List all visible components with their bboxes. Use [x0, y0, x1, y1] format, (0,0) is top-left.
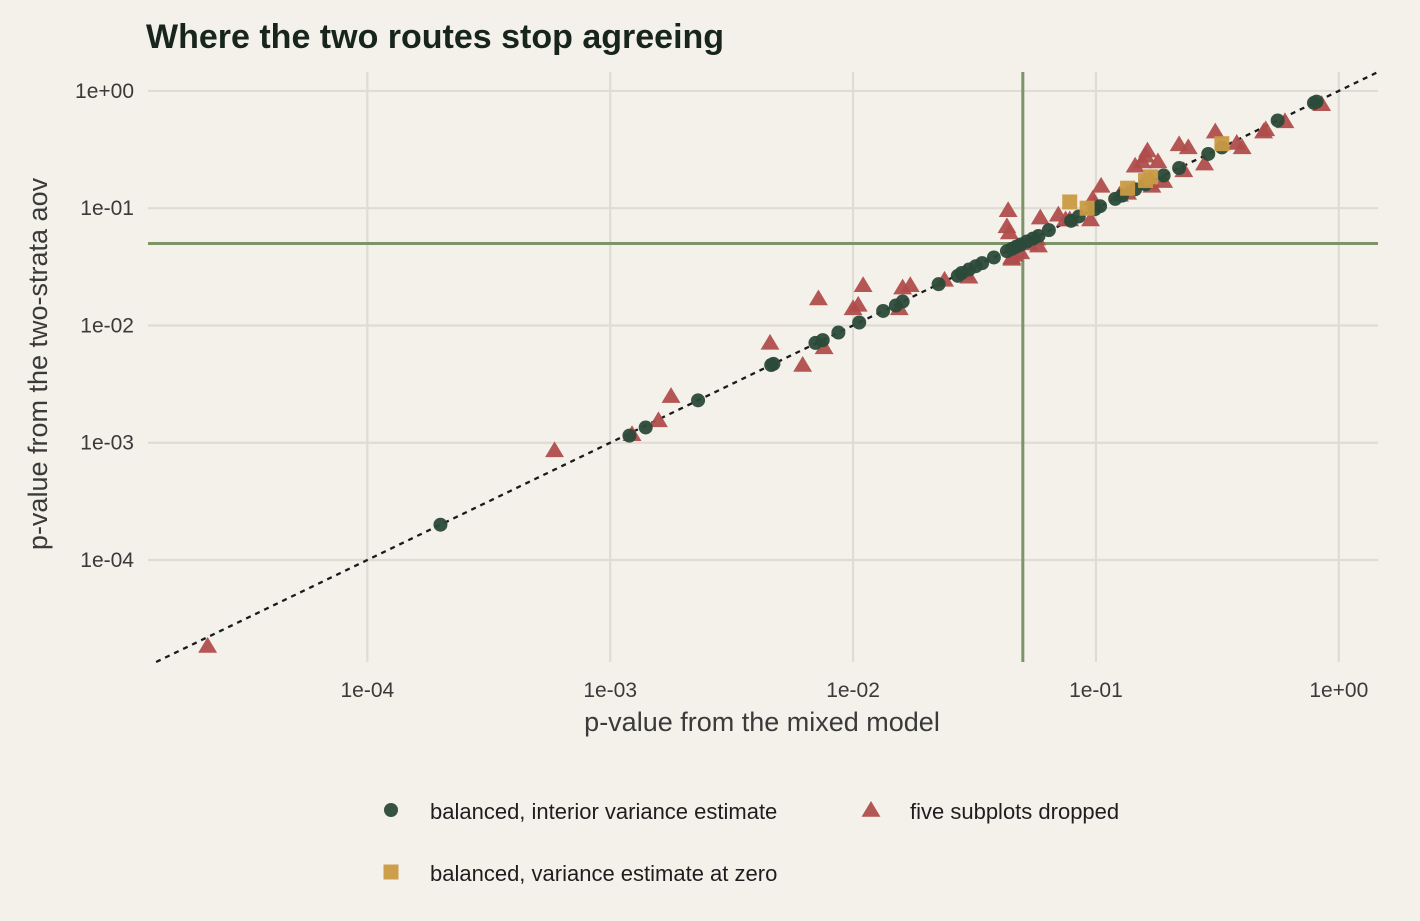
- circle-point: [691, 393, 706, 408]
- y-tick-label: 1e-03: [80, 432, 134, 455]
- legend-label: balanced, interior variance estimate: [430, 799, 777, 824]
- chart-title: Where the two routes stop agreeing: [146, 18, 724, 56]
- legend-label: five subplots dropped: [910, 799, 1119, 824]
- circle-point: [433, 517, 448, 532]
- triangle-point: [848, 295, 868, 312]
- circle-point: [931, 277, 946, 292]
- triangle-point: [760, 333, 780, 350]
- triangle-point: [808, 289, 828, 306]
- x-axis-label: p-value from the mixed model: [584, 707, 940, 737]
- square-point: [1062, 194, 1078, 210]
- circle-point: [1031, 228, 1046, 243]
- circle-point: [986, 250, 1001, 265]
- circle-point: [1309, 94, 1324, 109]
- x-axis-ticks: 1e-04 1e-03 1e-02 1e-01 1e+00: [340, 679, 1368, 702]
- x-tick-label: 1e+00: [1309, 679, 1368, 702]
- x-tick-label: 1e-02: [826, 679, 880, 702]
- triangle-point: [1138, 141, 1157, 158]
- circle-point: [766, 356, 781, 371]
- triangle-point: [1232, 138, 1252, 155]
- triangle-point: [999, 223, 1019, 240]
- y-axis-label: p-value from the two-strata aov: [23, 177, 53, 550]
- x-tick-label: 1e-03: [583, 679, 637, 702]
- triangle-point: [998, 201, 1018, 218]
- legend-marker-square: [383, 864, 399, 880]
- triangle-point: [661, 387, 681, 403]
- circle-point: [831, 325, 846, 340]
- legend: balanced, interior variance estimate five…: [383, 799, 1119, 886]
- circle-point: [876, 303, 891, 318]
- triangle-point: [648, 411, 668, 428]
- triangle-point: [545, 441, 564, 458]
- triangle-point: [793, 356, 813, 372]
- triangle-point: [1091, 176, 1111, 193]
- circle-point: [1270, 113, 1285, 128]
- circle-point: [1201, 146, 1216, 161]
- legend-marker-circle: [384, 803, 398, 817]
- triangle-point: [853, 276, 873, 293]
- y-tick-label: 1e-04: [80, 549, 134, 572]
- circle-point: [638, 420, 653, 435]
- series-circle: [433, 94, 1324, 532]
- x-tick-label: 1e-01: [1069, 679, 1123, 702]
- circle-point: [852, 315, 867, 330]
- triangle-point: [1178, 138, 1198, 155]
- circle-point: [975, 256, 990, 271]
- square-point: [1079, 200, 1095, 216]
- y-tick-label: 1e+00: [75, 80, 134, 103]
- circle-point: [1041, 223, 1056, 238]
- y-tick-label: 1e-01: [80, 197, 134, 220]
- triangle-point: [1148, 152, 1168, 169]
- triangle-point: [1029, 236, 1048, 253]
- triangle-point: [1205, 122, 1225, 139]
- square-point: [1214, 136, 1230, 152]
- triangle-point: [1195, 154, 1214, 171]
- legend-marker-triangle: [861, 801, 881, 817]
- circle-point: [1172, 161, 1187, 176]
- y-axis-ticks: 1e-04 1e-03 1e-02 1e-01 1e+00: [75, 80, 134, 572]
- triangle-point: [198, 636, 218, 653]
- grid-layer: [148, 72, 1378, 662]
- reference-lines: [148, 70, 1379, 664]
- triangle-point: [1030, 208, 1050, 225]
- triangle-point: [900, 276, 920, 293]
- circle-point: [815, 333, 830, 348]
- square-point: [1143, 169, 1159, 185]
- circle-point: [622, 428, 637, 443]
- square-point: [1120, 180, 1136, 196]
- triangle-point: [1256, 120, 1276, 137]
- circle-point: [1156, 168, 1171, 183]
- circle-point: [1093, 199, 1108, 214]
- circle-point: [895, 294, 910, 309]
- data-points: [198, 94, 1332, 653]
- legend-label: balanced, variance estimate at zero: [430, 861, 777, 886]
- x-tick-label: 1e-04: [340, 679, 394, 702]
- y-tick-label: 1e-02: [80, 314, 134, 337]
- series-square: [1062, 136, 1230, 216]
- triangle-point: [1081, 210, 1100, 227]
